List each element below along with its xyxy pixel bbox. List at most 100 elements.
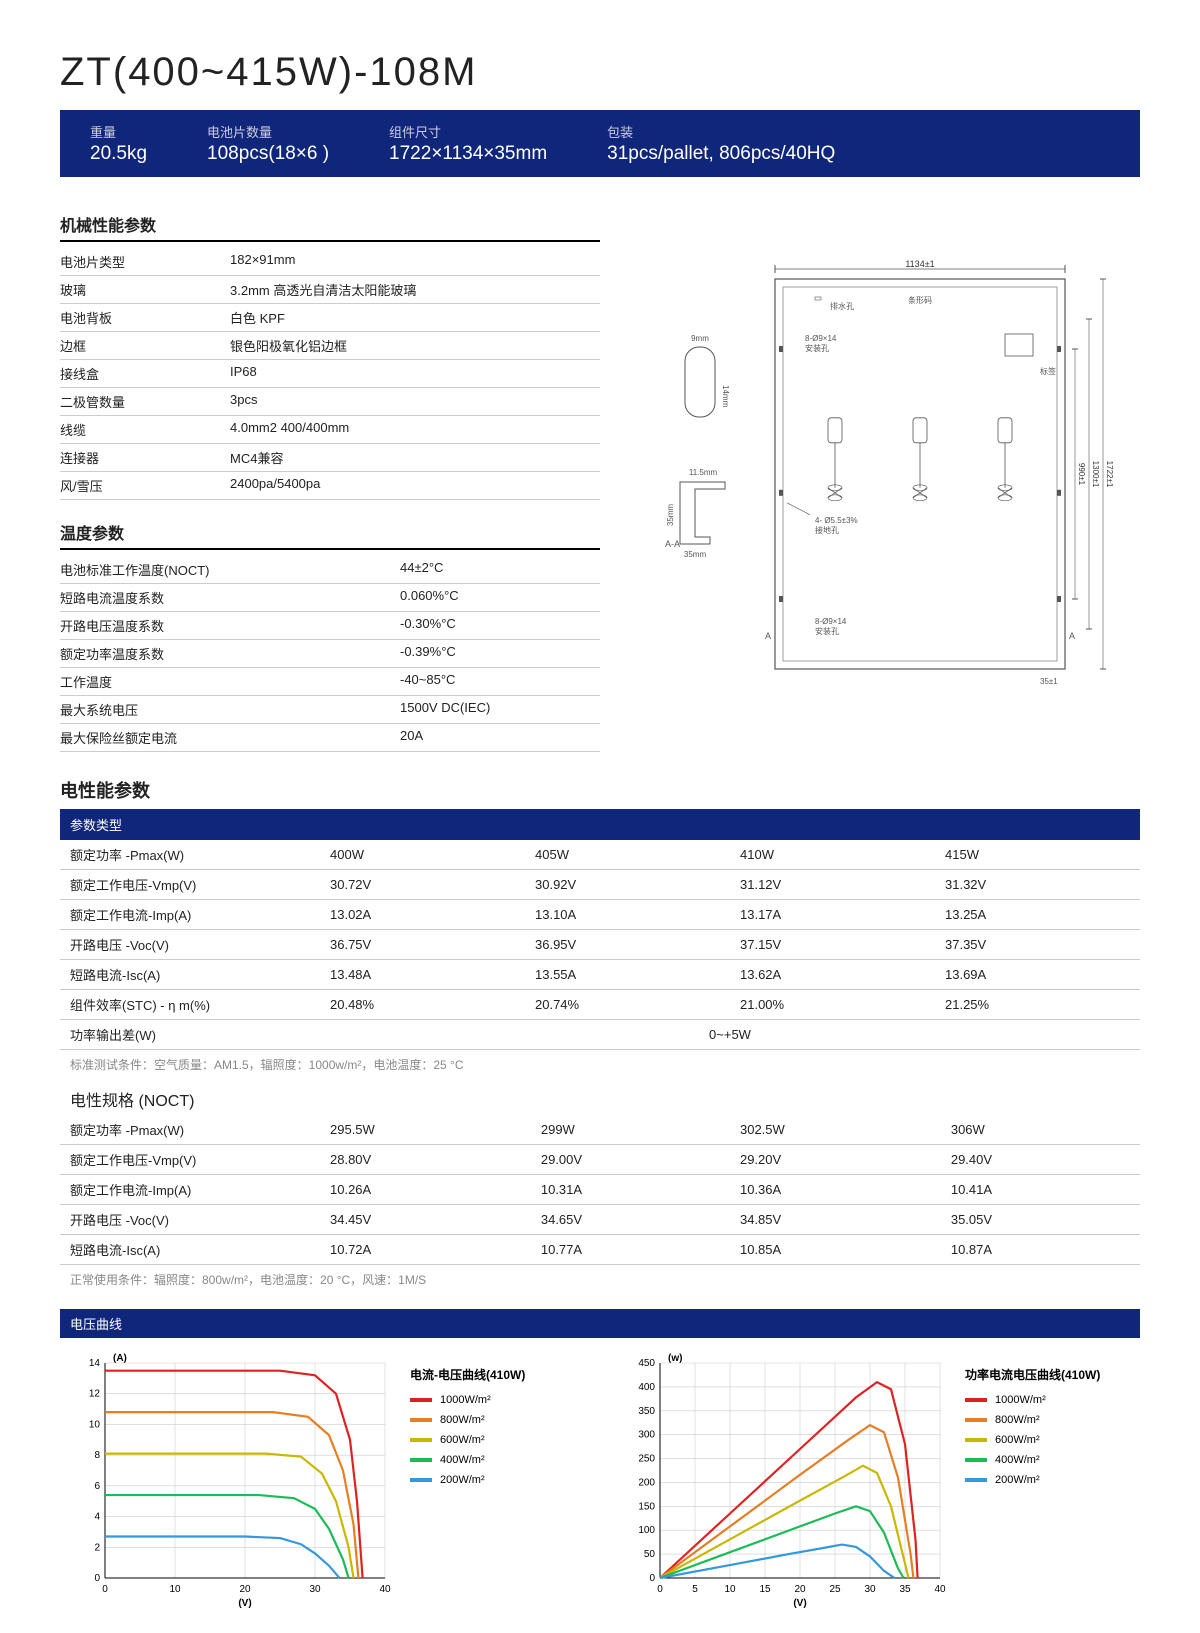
- svg-text:0: 0: [94, 1573, 100, 1584]
- param-name: 额定工作电流-Imp(A): [60, 1175, 320, 1205]
- mech-key: 电池背板: [60, 308, 230, 327]
- svg-text:35±1: 35±1: [1040, 677, 1058, 686]
- param-name: 额定工作电压-Vmp(V): [60, 1145, 320, 1175]
- param-val: 34.45V: [320, 1205, 531, 1235]
- svg-text:0: 0: [102, 1584, 108, 1595]
- param-name: 开路电压 -Voc(V): [60, 1205, 320, 1235]
- stc-note: 标准测试条件：空气质量：AM1.5，辐照度：1000w/m²，电池温度：25 °…: [60, 1050, 1140, 1079]
- mech-val: MC4兼容: [230, 448, 600, 467]
- param-val: 30.72V: [320, 870, 525, 900]
- svg-text:4: 4: [94, 1512, 100, 1523]
- param-val: 13.10A: [525, 900, 730, 930]
- svg-text:990±1: 990±1: [1077, 463, 1086, 486]
- summary-value: 108pcs(18×6 ): [207, 143, 329, 165]
- param-val: 10.85A: [730, 1235, 941, 1265]
- svg-text:14: 14: [89, 1358, 101, 1369]
- svg-text:安装孔: 安装孔: [805, 343, 829, 353]
- temp-key: 最大保险丝额定电流: [60, 728, 400, 747]
- svg-text:100: 100: [638, 1525, 655, 1536]
- svg-text:40: 40: [379, 1584, 391, 1595]
- param-val: 30.92V: [525, 870, 730, 900]
- summary-bar: 重量20.5kg电池片数量108pcs(18×6 )组件尺寸1722×1134×…: [60, 110, 1140, 177]
- iv-chart: (A)02468101214010203040(V)电流-电压曲线(410W)1…: [60, 1348, 585, 1613]
- svg-text:200: 200: [638, 1477, 655, 1488]
- svg-text:10: 10: [169, 1584, 181, 1595]
- mech-val: 182×91mm: [230, 252, 600, 271]
- curve-bar: 电压曲线: [60, 1309, 1140, 1338]
- temp-key: 额定功率温度系数: [60, 644, 400, 663]
- svg-text:150: 150: [638, 1501, 655, 1512]
- svg-text:30: 30: [864, 1584, 876, 1595]
- param-name: 额定工作电流-Imp(A): [60, 900, 320, 930]
- elec-table: 额定功率 -Pmax(W)400W405W410W415W额定工作电压-Vmp(…: [60, 840, 1140, 1050]
- temp-key: 短路电流温度系数: [60, 588, 400, 607]
- svg-text:条形码: 条形码: [908, 295, 932, 305]
- param-type-bar: 参数类型: [60, 809, 1140, 840]
- param-name: 功率输出差(W): [60, 1020, 320, 1050]
- param-val: 410W: [730, 840, 935, 870]
- param-val: 415W: [935, 840, 1140, 870]
- svg-text:接地孔: 接地孔: [815, 525, 839, 535]
- svg-text:1300±1: 1300±1: [1091, 461, 1100, 488]
- svg-text:1722±1: 1722±1: [1105, 461, 1114, 488]
- svg-text:25: 25: [829, 1584, 841, 1595]
- svg-text:A-A: A-A: [665, 539, 680, 549]
- param-name: 组件效率(STC) - η m(%): [60, 990, 320, 1020]
- svg-text:600W/m²: 600W/m²: [440, 1434, 485, 1446]
- param-val: 21.00%: [730, 990, 935, 1020]
- svg-text:35: 35: [899, 1584, 911, 1595]
- temp-list: 电池标准工作温度(NOCT)44±2°C短路电流温度系数0.060%°C开路电压…: [60, 556, 600, 752]
- param-val: 31.32V: [935, 870, 1140, 900]
- svg-text:0: 0: [649, 1573, 655, 1584]
- param-val: 10.77A: [531, 1235, 730, 1265]
- mech-key: 二极管数量: [60, 392, 230, 411]
- svg-text:450: 450: [638, 1358, 655, 1369]
- svg-text:标签: 标签: [1040, 366, 1056, 376]
- svg-text:35mm: 35mm: [666, 504, 675, 527]
- svg-text:2: 2: [94, 1542, 100, 1553]
- svg-text:20: 20: [239, 1584, 251, 1595]
- param-val: 21.25%: [935, 990, 1140, 1020]
- param-val: 405W: [525, 840, 730, 870]
- mech-key: 风/雪压: [60, 476, 230, 495]
- svg-text:8: 8: [94, 1450, 100, 1461]
- svg-text:11.5mm: 11.5mm: [689, 468, 718, 477]
- mech-val: 白色 KPF: [230, 308, 600, 327]
- mech-val: 银色阳极氧化铝边框: [230, 336, 600, 355]
- summary-value: 31pcs/pallet, 806pcs/40HQ: [607, 143, 835, 165]
- svg-text:电流-电压曲线(410W): 电流-电压曲线(410W): [410, 1367, 525, 1382]
- svg-text:8-Ø9×14: 8-Ø9×14: [805, 334, 837, 343]
- temp-val: 44±2°C: [400, 560, 600, 579]
- param-val: 13.25A: [935, 900, 1140, 930]
- param-val: 10.72A: [320, 1235, 531, 1265]
- svg-text:(V): (V): [238, 1598, 251, 1608]
- svg-text:14mm: 14mm: [721, 385, 730, 408]
- param-val: 34.65V: [531, 1205, 730, 1235]
- mech-key: 线缆: [60, 420, 230, 439]
- param-val: 37.15V: [730, 930, 935, 960]
- param-name: 额定功率 -Pmax(W): [60, 840, 320, 870]
- param-val: 20.74%: [525, 990, 730, 1020]
- svg-text:50: 50: [644, 1549, 656, 1560]
- mech-val: 3pcs: [230, 392, 600, 411]
- svg-text:6: 6: [94, 1481, 100, 1492]
- param-name: 额定工作电压-Vmp(V): [60, 870, 320, 900]
- svg-text:A: A: [1069, 631, 1075, 641]
- mech-key: 玻璃: [60, 280, 230, 299]
- svg-text:1000W/m²: 1000W/m²: [440, 1394, 491, 1406]
- temp-val: -0.39%°C: [400, 644, 600, 663]
- noct-note: 正常使用条件：辐照度：800w/m²，电池温度：20 °C，风速：1M/S: [60, 1265, 1140, 1294]
- svg-text:1000W/m²: 1000W/m²: [995, 1394, 1046, 1406]
- svg-text:200W/m²: 200W/m²: [995, 1474, 1040, 1486]
- svg-text:20: 20: [794, 1584, 806, 1595]
- mech-val: 2400pa/5400pa: [230, 476, 600, 495]
- param-val: 29.00V: [531, 1145, 730, 1175]
- svg-text:0: 0: [657, 1584, 663, 1595]
- param-val: 13.17A: [730, 900, 935, 930]
- svg-text:A: A: [765, 631, 771, 641]
- svg-text:350: 350: [638, 1406, 655, 1417]
- svg-text:200W/m²: 200W/m²: [440, 1474, 485, 1486]
- mech-key: 连接器: [60, 448, 230, 467]
- svg-text:(A): (A): [113, 1353, 127, 1364]
- noct-title: 电性规格 (NOCT): [60, 1079, 1140, 1115]
